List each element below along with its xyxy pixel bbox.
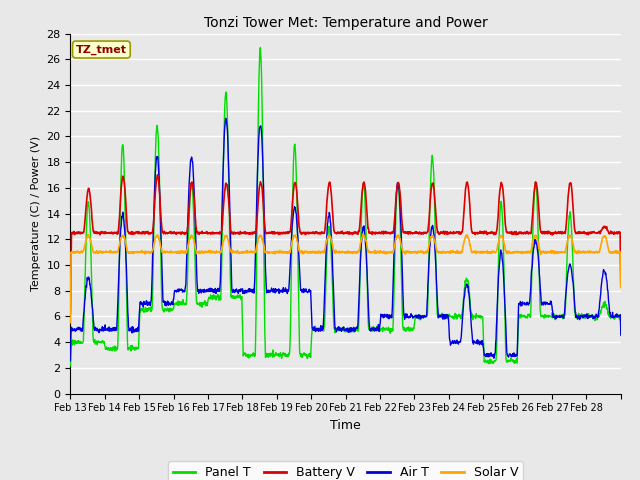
X-axis label: Time: Time (330, 419, 361, 432)
Title: Tonzi Tower Met: Temperature and Power: Tonzi Tower Met: Temperature and Power (204, 16, 488, 30)
Text: TZ_tmet: TZ_tmet (76, 44, 127, 55)
Y-axis label: Temperature (C) / Power (V): Temperature (C) / Power (V) (31, 136, 41, 291)
Legend: Panel T, Battery V, Air T, Solar V: Panel T, Battery V, Air T, Solar V (168, 461, 524, 480)
